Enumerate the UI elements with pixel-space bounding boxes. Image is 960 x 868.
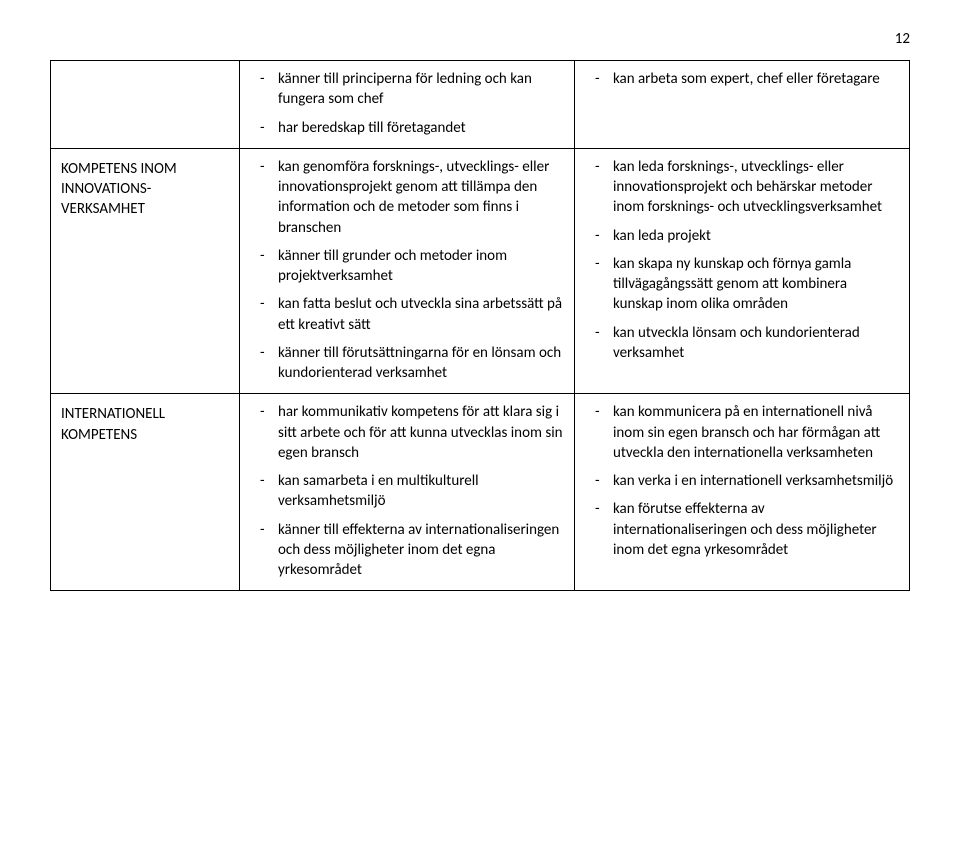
- competence-table: känner till principerna för ledning och …: [50, 60, 910, 591]
- bullet-list: kan kommunicera på en internationell niv…: [585, 402, 899, 560]
- bullet-list: har kommunikativ kompetens för att klara…: [250, 402, 564, 580]
- bullet-list: kan genomföra forsknings-, utvecklings- …: [250, 157, 564, 384]
- row-right-cell: kan kommunicera på en internationell niv…: [574, 394, 909, 591]
- bullet-list: känner till principerna för ledning och …: [250, 69, 564, 138]
- list-item: kan genomföra forsknings-, utvecklings- …: [250, 157, 564, 238]
- list-item: kan leda forsknings-, utvecklings- eller…: [585, 157, 899, 218]
- list-item: kan arbeta som expert, chef eller företa…: [585, 69, 899, 89]
- list-item: kan fatta beslut och utveckla sina arbet…: [250, 294, 564, 335]
- list-item: har beredskap till företagandet: [250, 118, 564, 138]
- page-number: 12: [50, 30, 910, 48]
- list-item: kan kommunicera på en internationell niv…: [585, 402, 899, 463]
- table-row: KOMPETENS INOM INNOVATIONS-VERKSAMHET ka…: [51, 148, 910, 394]
- list-item: känner till grunder och metoder inom pro…: [250, 246, 564, 287]
- list-item: kan skapa ny kunskap och förnya gamla ti…: [585, 254, 899, 315]
- list-item: känner till effekterna av internationali…: [250, 520, 564, 581]
- list-item: känner till principerna för ledning och …: [250, 69, 564, 110]
- row-left-cell: kan genomföra forsknings-, utvecklings- …: [239, 148, 574, 394]
- table-row: känner till principerna för ledning och …: [51, 61, 910, 149]
- list-item: kan leda projekt: [585, 226, 899, 246]
- bullet-list: kan leda forsknings-, utvecklings- eller…: [585, 157, 899, 363]
- list-item: kan förutse effekterna av internationali…: [585, 499, 899, 560]
- list-item: kan utveckla lönsam och kundorienterad v…: [585, 323, 899, 364]
- list-item: känner till förutsättningarna för en lön…: [250, 343, 564, 384]
- row-label-cell: INTERNATIONELL KOMPETENS: [51, 394, 240, 591]
- list-item: kan samarbeta i en multikulturell verksa…: [250, 471, 564, 512]
- row-left-cell: känner till principerna för ledning och …: [239, 61, 574, 149]
- row-left-cell: har kommunikativ kompetens för att klara…: [239, 394, 574, 591]
- table-row: INTERNATIONELL KOMPETENS har kommunikati…: [51, 394, 910, 591]
- row-right-cell: kan arbeta som expert, chef eller företa…: [574, 61, 909, 149]
- row-right-cell: kan leda forsknings-, utvecklings- eller…: [574, 148, 909, 394]
- list-item: kan verka i en internationell verksamhet…: [585, 471, 899, 491]
- row-label-cell: KOMPETENS INOM INNOVATIONS-VERKSAMHET: [51, 148, 240, 394]
- row-label-cell: [51, 61, 240, 149]
- bullet-list: kan arbeta som expert, chef eller företa…: [585, 69, 899, 89]
- list-item: har kommunikativ kompetens för att klara…: [250, 402, 564, 463]
